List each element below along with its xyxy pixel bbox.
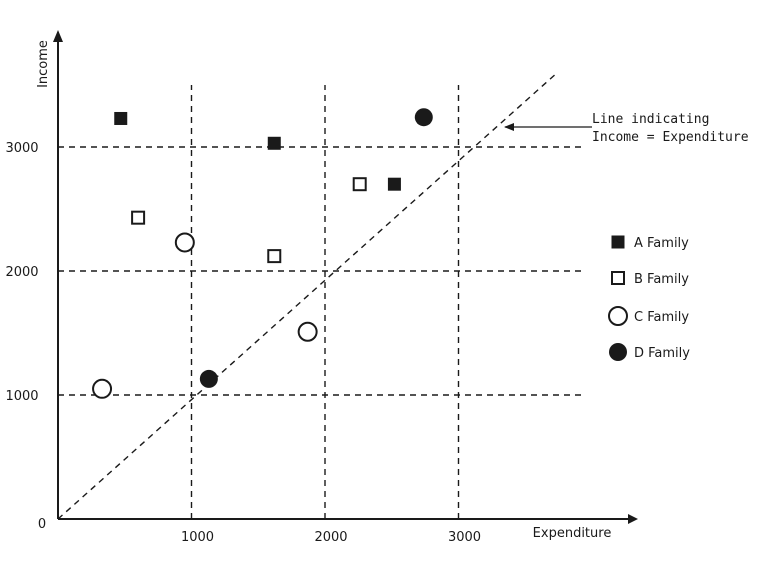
axes: Expenditure Income 0 — [36, 30, 638, 541]
x-axis-arrow-icon — [628, 514, 638, 524]
b-family-point-2 — [267, 249, 282, 264]
reference-line-group — [57, 71, 559, 520]
origin-label: 0 — [38, 517, 46, 532]
c-family-point-1 — [92, 378, 113, 399]
legend-marker-d-family — [609, 343, 627, 361]
legend-marker-a-family — [611, 235, 625, 249]
legend-label-a-family: A Family — [634, 236, 689, 251]
annotation-line-1: Line indicating — [592, 112, 709, 127]
b-family-point-1 — [131, 210, 146, 225]
a-family-point-1 — [114, 111, 128, 125]
a-family-point-3 — [387, 177, 401, 191]
y-axis-label: Income — [36, 40, 51, 88]
legend-label-c-family: C Family — [634, 310, 689, 325]
c-family-point-2 — [174, 232, 195, 253]
x-tick-label-3000: 3000 — [448, 530, 481, 545]
x-tick-label-1000: 1000 — [181, 530, 214, 545]
y-axis-arrow-icon — [53, 30, 63, 42]
y-tick-label-3000: 3000 — [5, 141, 38, 156]
gridlines — [58, 85, 585, 519]
d-family-point-2 — [414, 108, 433, 127]
x-tick-label-2000: 2000 — [314, 530, 347, 545]
legend: A Family B Family C Family D Family — [608, 235, 690, 361]
legend-label-b-family: B Family — [634, 272, 689, 287]
y-tick-label-2000: 2000 — [5, 265, 38, 280]
tick-labels: 1000 2000 3000 1000 2000 3000 — [5, 141, 481, 545]
x-axis-label: Expenditure — [533, 526, 612, 541]
legend-marker-c-family — [608, 306, 628, 326]
c-family-point-3 — [297, 321, 318, 342]
a-family-point-2 — [267, 136, 281, 150]
annotation-line-2: Income = Expenditure — [592, 130, 749, 145]
reference-line-annotation: Line indicating Income = Expenditure — [504, 112, 749, 145]
y-tick-label-1000: 1000 — [5, 389, 38, 404]
reference-line-income-equals-expenditure — [57, 71, 559, 520]
d-family-point-1 — [199, 369, 218, 388]
legend-label-d-family: D Family — [634, 346, 690, 361]
legend-marker-b-family — [611, 271, 625, 285]
b-family-point-3 — [352, 177, 367, 192]
data-points — [92, 108, 433, 399]
